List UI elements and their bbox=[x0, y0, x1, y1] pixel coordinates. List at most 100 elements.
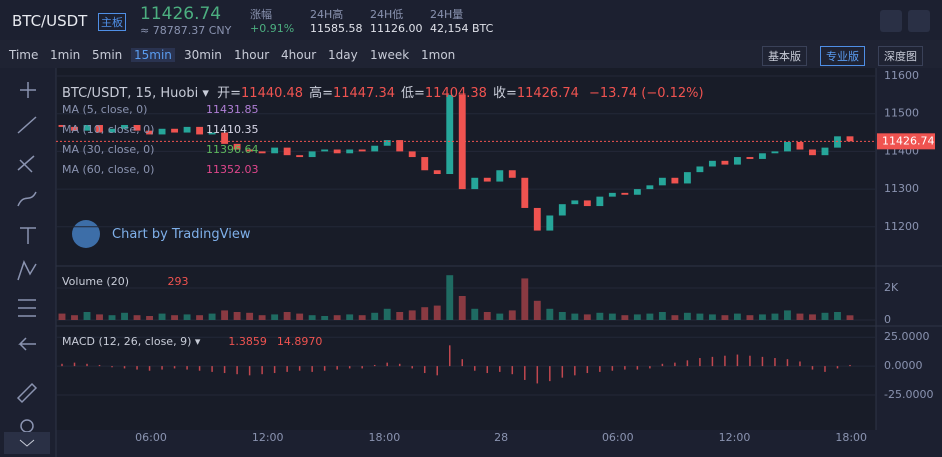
interval-tab[interactable]: 30min bbox=[184, 48, 222, 62]
volume-bar bbox=[558, 312, 566, 320]
volume-bar bbox=[433, 305, 441, 320]
macd-bar bbox=[161, 366, 163, 370]
fib-tool[interactable] bbox=[17, 155, 35, 173]
candle bbox=[458, 94, 466, 190]
ohlc-label: 开= bbox=[217, 86, 242, 101]
x-tick-label: 06:00 bbox=[602, 431, 634, 444]
macd-bar bbox=[749, 355, 751, 367]
volume-bar bbox=[196, 315, 204, 320]
drawing-tools[interactable] bbox=[16, 82, 38, 433]
x-tick-label: 18:00 bbox=[369, 431, 401, 444]
cny-price: ≈ 78787.37 CNY bbox=[140, 24, 232, 37]
stat-value: 42,154 BTC bbox=[430, 22, 494, 35]
version-btn[interactable]: 专业版 bbox=[820, 46, 865, 66]
volume-bar bbox=[446, 275, 454, 320]
favorite-btn[interactable] bbox=[880, 10, 902, 32]
ohlc-value: 11447.34 bbox=[332, 86, 395, 101]
crosshair-tool[interactable] bbox=[20, 82, 36, 98]
candle bbox=[371, 145, 379, 152]
macd-bar bbox=[824, 366, 826, 372]
volume-bar bbox=[308, 315, 316, 320]
macd-bar bbox=[761, 356, 764, 367]
volume-bar bbox=[383, 308, 391, 320]
candle bbox=[133, 125, 141, 131]
candle bbox=[221, 132, 229, 144]
badge[interactable]: 主板 bbox=[98, 13, 126, 31]
ohlc-value: 11440.48 bbox=[241, 86, 304, 101]
collapse-btn[interactable] bbox=[4, 432, 50, 454]
back-tool[interactable] bbox=[18, 337, 36, 351]
volume-bar bbox=[271, 314, 279, 320]
macd-bar bbox=[649, 366, 651, 369]
volume-bar bbox=[121, 312, 128, 320]
volume-bar bbox=[346, 314, 354, 320]
macd-bar bbox=[61, 363, 63, 367]
interval-tab[interactable]: 1day bbox=[328, 48, 358, 62]
volume-bar bbox=[146, 316, 153, 320]
version-btn[interactable]: 基本版 bbox=[762, 46, 807, 66]
pattern-tool[interactable] bbox=[17, 260, 37, 281]
candle bbox=[608, 192, 616, 197]
candle bbox=[233, 143, 241, 150]
macd-bar bbox=[561, 366, 564, 378]
ohlc-value: 11404.38 bbox=[424, 86, 487, 101]
interval-tab[interactable]: 1min bbox=[50, 48, 81, 62]
candle bbox=[271, 147, 279, 154]
macd-bar bbox=[111, 366, 113, 368]
macd-bar bbox=[73, 362, 76, 367]
watermark bbox=[72, 220, 100, 248]
version-btn[interactable]: 深度图 bbox=[878, 46, 923, 66]
line-tool[interactable] bbox=[17, 116, 37, 134]
volume-bar bbox=[371, 312, 379, 320]
candle bbox=[546, 215, 554, 231]
macd-bar bbox=[586, 366, 589, 374]
interval-tab[interactable]: Time bbox=[9, 48, 39, 62]
stat-label: 24H高 bbox=[310, 8, 344, 21]
macd-bar bbox=[611, 366, 614, 371]
interval-tab[interactable]: 1week bbox=[370, 48, 410, 62]
y-tick-label: 2K bbox=[884, 281, 899, 294]
interval-tab[interactable]: 1hour bbox=[234, 48, 270, 62]
volume-bar bbox=[784, 310, 791, 320]
candle bbox=[446, 94, 454, 175]
watermark-text: Chart by TradingView bbox=[112, 227, 251, 242]
candle bbox=[471, 177, 479, 190]
volume-bar bbox=[158, 313, 166, 320]
macd-bar bbox=[624, 366, 626, 370]
settings-btn[interactable] bbox=[908, 10, 930, 32]
measure-tool[interactable] bbox=[18, 299, 36, 317]
candle bbox=[658, 177, 666, 186]
ohlc: 开=11440.48 高=11447.34 低=11404.38 收=11426.74 bbox=[217, 86, 585, 101]
interval-tab[interactable]: 5min bbox=[92, 48, 123, 62]
candle bbox=[321, 149, 329, 152]
candle bbox=[108, 128, 116, 133]
volume-bar bbox=[608, 313, 616, 320]
volume-bar bbox=[133, 315, 141, 320]
x-tick-label: 12:00 bbox=[252, 431, 284, 444]
ruler-tool[interactable] bbox=[16, 382, 38, 404]
last-price: 11426.74 bbox=[140, 4, 222, 24]
text-tool[interactable] bbox=[20, 227, 36, 244]
ma-name: MA (60, close, 0) bbox=[62, 163, 155, 176]
macd-bar bbox=[398, 363, 401, 367]
volume-bar bbox=[421, 307, 429, 320]
macd-bar bbox=[774, 358, 776, 367]
interval-tab[interactable]: 1mon bbox=[421, 48, 456, 62]
candle bbox=[421, 157, 429, 171]
volume-bar bbox=[233, 312, 241, 320]
volume-bar bbox=[496, 313, 504, 320]
interval-tab[interactable]: 15min bbox=[131, 48, 175, 62]
stat-label: 24H量 bbox=[430, 8, 464, 21]
macd-bar bbox=[661, 363, 664, 367]
volume-bar bbox=[721, 315, 729, 320]
brush-tool[interactable] bbox=[17, 191, 37, 207]
y-tick-label: 11300 bbox=[884, 182, 919, 195]
candle bbox=[733, 157, 741, 165]
interval-tab[interactable]: 4hour bbox=[281, 48, 317, 62]
candle bbox=[196, 126, 204, 135]
macd-bar bbox=[636, 366, 639, 370]
volume-bar bbox=[71, 315, 78, 320]
volume-legend: Volume (20) 293 bbox=[62, 275, 188, 288]
macd-bar bbox=[736, 354, 739, 367]
candle bbox=[633, 189, 641, 195]
